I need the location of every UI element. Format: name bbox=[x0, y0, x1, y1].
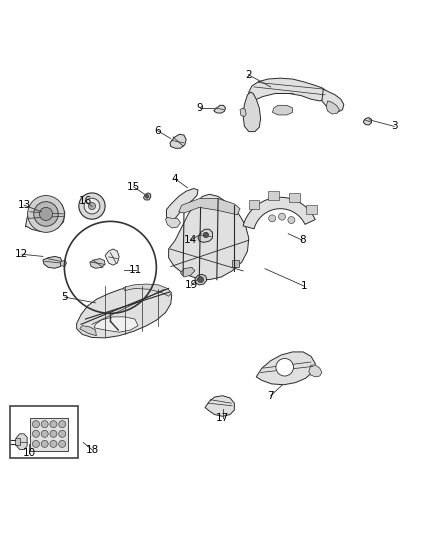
Polygon shape bbox=[80, 326, 96, 336]
Polygon shape bbox=[309, 365, 322, 377]
Bar bbox=[10, 406, 78, 458]
Circle shape bbox=[279, 213, 286, 220]
Circle shape bbox=[288, 216, 295, 223]
Circle shape bbox=[276, 359, 293, 376]
Circle shape bbox=[79, 193, 105, 219]
Polygon shape bbox=[77, 285, 172, 338]
Polygon shape bbox=[198, 229, 212, 243]
Polygon shape bbox=[169, 194, 249, 280]
Text: 13: 13 bbox=[18, 200, 31, 210]
Circle shape bbox=[203, 232, 208, 238]
Polygon shape bbox=[243, 92, 261, 132]
Text: 5: 5 bbox=[61, 292, 68, 302]
Circle shape bbox=[50, 430, 57, 437]
Polygon shape bbox=[205, 395, 234, 416]
Polygon shape bbox=[268, 191, 279, 200]
Circle shape bbox=[59, 430, 66, 437]
Polygon shape bbox=[243, 197, 315, 229]
Text: 19: 19 bbox=[185, 280, 198, 290]
Text: 16: 16 bbox=[79, 196, 92, 206]
Circle shape bbox=[28, 196, 64, 232]
Polygon shape bbox=[15, 438, 20, 445]
Polygon shape bbox=[166, 217, 180, 228]
Circle shape bbox=[32, 421, 39, 427]
Circle shape bbox=[32, 430, 39, 437]
Polygon shape bbox=[289, 193, 300, 202]
Polygon shape bbox=[25, 199, 65, 231]
Polygon shape bbox=[30, 418, 68, 451]
Text: 17: 17 bbox=[216, 413, 229, 423]
Polygon shape bbox=[256, 352, 315, 385]
Text: 12: 12 bbox=[15, 249, 28, 259]
Text: 2: 2 bbox=[245, 70, 252, 79]
Text: 15: 15 bbox=[127, 182, 140, 192]
Circle shape bbox=[39, 207, 53, 221]
Circle shape bbox=[145, 195, 149, 198]
Polygon shape bbox=[306, 205, 317, 214]
Polygon shape bbox=[43, 256, 62, 268]
Polygon shape bbox=[249, 200, 259, 209]
Polygon shape bbox=[364, 118, 371, 125]
Text: 7: 7 bbox=[267, 391, 274, 401]
Circle shape bbox=[84, 198, 100, 214]
Text: 18: 18 bbox=[85, 445, 99, 455]
Text: 10: 10 bbox=[23, 448, 36, 458]
Polygon shape bbox=[144, 193, 151, 200]
Polygon shape bbox=[60, 260, 67, 266]
Circle shape bbox=[59, 421, 66, 427]
Polygon shape bbox=[214, 106, 226, 113]
Polygon shape bbox=[232, 260, 239, 266]
Polygon shape bbox=[166, 189, 198, 223]
Polygon shape bbox=[322, 89, 344, 112]
Polygon shape bbox=[272, 106, 293, 115]
Polygon shape bbox=[17, 434, 27, 449]
Polygon shape bbox=[240, 108, 246, 117]
Circle shape bbox=[198, 277, 204, 282]
Circle shape bbox=[41, 430, 48, 437]
Text: 14: 14 bbox=[184, 235, 197, 245]
Circle shape bbox=[34, 201, 58, 226]
Text: 4: 4 bbox=[172, 174, 179, 184]
Text: 1: 1 bbox=[301, 281, 308, 291]
Circle shape bbox=[32, 440, 39, 447]
Polygon shape bbox=[180, 268, 195, 277]
Polygon shape bbox=[90, 259, 105, 268]
Circle shape bbox=[88, 203, 95, 209]
Polygon shape bbox=[94, 317, 138, 332]
Circle shape bbox=[41, 440, 48, 447]
Polygon shape bbox=[124, 284, 172, 296]
Polygon shape bbox=[179, 199, 240, 215]
Polygon shape bbox=[195, 274, 207, 285]
Circle shape bbox=[41, 421, 48, 427]
Circle shape bbox=[50, 421, 57, 427]
Circle shape bbox=[50, 440, 57, 447]
Polygon shape bbox=[249, 78, 328, 101]
Circle shape bbox=[268, 215, 276, 222]
Text: 8: 8 bbox=[299, 235, 306, 245]
Polygon shape bbox=[170, 134, 186, 148]
Text: 3: 3 bbox=[391, 122, 398, 131]
Text: 11: 11 bbox=[129, 265, 142, 275]
Circle shape bbox=[59, 440, 66, 447]
Text: 6: 6 bbox=[154, 126, 161, 136]
Polygon shape bbox=[326, 101, 339, 114]
Polygon shape bbox=[105, 249, 119, 265]
Text: 9: 9 bbox=[196, 103, 203, 113]
